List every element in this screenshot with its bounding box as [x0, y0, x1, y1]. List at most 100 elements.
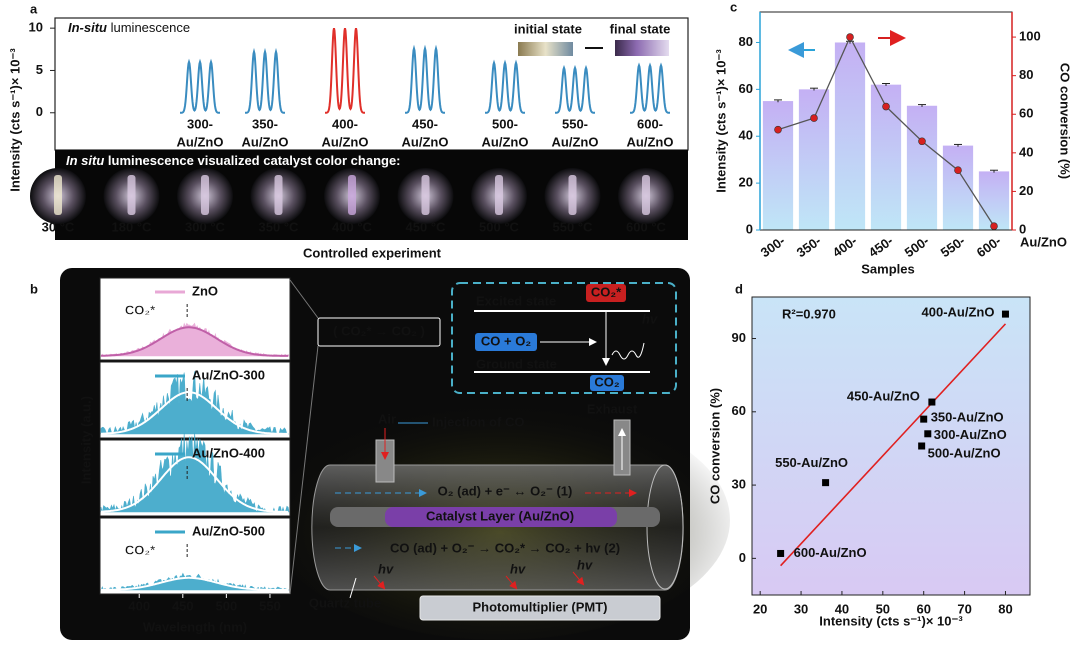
catalyst-tube: [201, 175, 209, 215]
detector-label: Photomultiplier (PMT): [472, 599, 607, 614]
catalyst-tube: [642, 175, 650, 215]
photon-label: hv: [378, 561, 394, 576]
point: [918, 137, 926, 146]
x-axis-label: Samples: [861, 261, 914, 276]
point-label: 400-Au/ZnO: [922, 305, 995, 320]
species-label: CO₂: [594, 374, 620, 389]
x-axis-label: Wavelength (nm): [143, 619, 247, 634]
point: [928, 398, 936, 406]
y-axis-label: Intensity (cts s⁻¹)× 10⁻³: [713, 49, 728, 193]
bar: [762, 101, 794, 230]
species-badge: [475, 333, 537, 351]
temperature-label: 180 °C: [112, 219, 153, 234]
x-tick-label: 500-: [902, 233, 932, 260]
temperature-label: 600 °C: [626, 219, 667, 234]
spectrum: [405, 44, 445, 114]
point-label: 450-Au/ZnO: [847, 388, 920, 403]
catalyst-tube: [348, 175, 356, 215]
point: [846, 33, 854, 41]
x-tick-label: 80: [998, 601, 1012, 616]
sample-label: 300-: [187, 116, 213, 131]
spectrum: [100, 371, 289, 435]
temperature-label: 500 °C: [479, 219, 520, 234]
species-label: CO₂*: [125, 302, 156, 317]
title-italic: In-situ: [68, 20, 107, 35]
photon-arrow: [572, 571, 585, 586]
sample-label: Au/ZnO: [322, 134, 369, 149]
spectrum: [180, 58, 220, 114]
y-tick-label: 5: [36, 62, 43, 77]
plot-frame: [54, 17, 689, 151]
sample-label: Au/ZnO: [552, 134, 599, 149]
x-tick-label: 60: [916, 601, 930, 616]
x-tick-suffix: Au/ZnO: [1020, 234, 1067, 249]
strip-italic: In situ: [66, 153, 104, 168]
bar: [942, 145, 974, 230]
spectrum: [555, 64, 595, 114]
photon-label: hv: [642, 311, 658, 326]
point-label: 500-Au/ZnO: [928, 445, 1001, 460]
point: [954, 166, 962, 174]
x-tick-label: 450: [172, 598, 194, 613]
panel-label: d: [735, 281, 743, 296]
inset-image: [518, 42, 573, 56]
panel-label: b: [30, 281, 38, 296]
sample-label: 450-: [412, 116, 438, 131]
equation: O₂ (ad) + e⁻ ↔ O₂⁻ (1): [438, 483, 573, 498]
x-tick-label: 70: [957, 601, 971, 616]
x-tick-label: 350-: [794, 233, 824, 260]
temperature-label: 550 °C: [553, 219, 594, 234]
inset-label: initial state: [514, 21, 582, 36]
photon-arrow: [373, 575, 386, 590]
fit-line: [780, 323, 1007, 567]
y2-tick-label: 80: [1019, 67, 1033, 82]
inset-image: [615, 40, 669, 56]
pointer: [349, 577, 357, 599]
point: [774, 125, 782, 134]
sample-label: Au/ZnO: [482, 134, 529, 149]
catalyst-layer: [385, 507, 617, 527]
legend-label: Au/ZnO-400: [192, 445, 265, 460]
photon-label: hv: [510, 561, 526, 576]
y-axis-label: Intensity (cts s⁻¹)× 10⁻³: [7, 48, 22, 192]
y-tick-label: 0: [36, 104, 43, 119]
spectrum-fit: [101, 326, 289, 357]
spectrum: [630, 62, 670, 114]
point-label: 350-Au/ZnO: [931, 410, 1004, 425]
inset-label: final state: [610, 21, 671, 36]
species-label: CO₂*: [125, 542, 156, 557]
y2-axis-label: CO conversion (%): [1058, 63, 1073, 179]
reaction-text: ( CO₂* → CO₂ ): [333, 323, 425, 338]
annotation: R²=0.970: [782, 306, 836, 321]
x-tick-label: 550-: [938, 233, 968, 260]
x-tick-label: 400-: [830, 233, 860, 260]
catalyst-label: Catalyst Layer (Au/ZnO): [426, 508, 574, 523]
x-tick-label: 20: [753, 601, 767, 616]
spectrum-fit: [101, 576, 289, 591]
connector: [289, 279, 319, 319]
equation: CO (ad) + O₂⁻ → CO₂* → CO₂ + hv (2): [390, 540, 620, 555]
point: [822, 479, 830, 487]
sample-label: 500-: [492, 116, 518, 131]
y2-tick-label: 0: [1019, 221, 1026, 236]
point: [924, 430, 932, 438]
energy-box: [451, 282, 677, 394]
x-tick-label: 50: [876, 601, 890, 616]
y-tick-label: 80: [739, 34, 753, 49]
air-label: Air: [378, 411, 396, 426]
y-tick-label: 90: [732, 330, 746, 345]
sample-label: Au/ZnO: [627, 134, 674, 149]
photon-label: hv: [577, 557, 593, 572]
sample-label: 550-: [562, 116, 588, 131]
x-tick-label: 40: [835, 601, 849, 616]
sample-label: Au/ZnO: [177, 134, 224, 149]
species-label: CO₂*: [591, 284, 622, 299]
y-tick-label: 60: [739, 81, 753, 96]
legend-label: Au/ZnO-500: [192, 523, 265, 538]
state-label: Excited state: [476, 293, 556, 308]
spectrum-fit: [101, 391, 289, 435]
x-tick-label: 500: [216, 598, 238, 613]
state-label: Ground state: [476, 356, 557, 371]
y-tick-label: 0: [739, 550, 746, 565]
